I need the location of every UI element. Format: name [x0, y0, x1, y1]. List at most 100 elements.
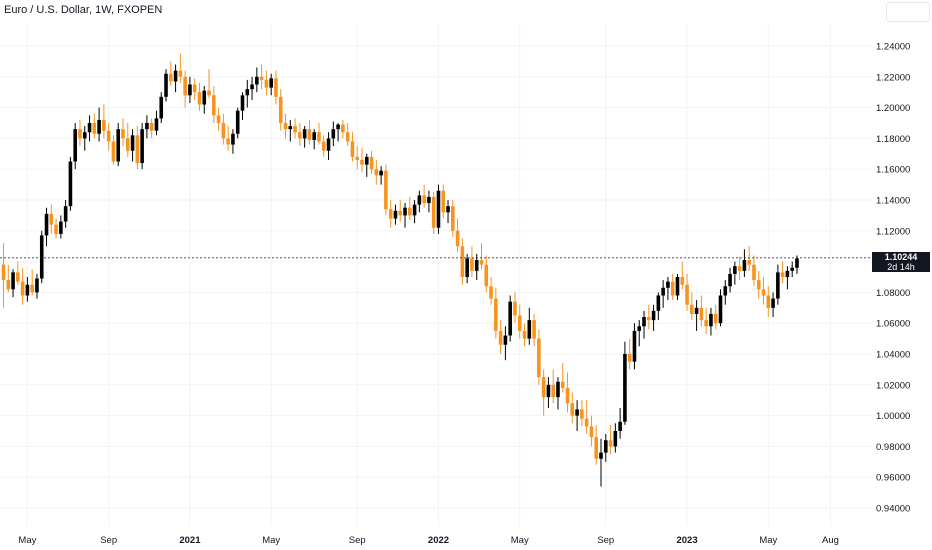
- candle-body: [336, 124, 340, 130]
- candle-body: [278, 96, 283, 123]
- candle-body: [102, 119, 106, 131]
- y-axis-labels: 1.24000 1.22000 1.20000 1.18000 1.16000 1.140…: [876, 42, 910, 515]
- x-tick-label: 2022: [428, 535, 449, 546]
- candle-body: [255, 76, 259, 85]
- candle-body: [670, 281, 675, 296]
- candle-body: [451, 206, 455, 231]
- candle-body: [733, 266, 737, 274]
- candle-body: [116, 129, 121, 162]
- candle-body: [259, 76, 264, 80]
- candle-body: [326, 138, 331, 151]
- last-price-value: 1.10244: [884, 252, 918, 262]
- candle-body: [240, 95, 245, 111]
- x-tick-label: May: [759, 535, 777, 546]
- candle-body: [78, 129, 82, 139]
- candle-body: [288, 126, 293, 130]
- candle-body: [384, 170, 388, 210]
- candle-body: [642, 317, 646, 327]
- candle-body: [202, 90, 207, 105]
- candle-body: [565, 387, 570, 404]
- candle-body: [556, 381, 560, 398]
- candle-body: [776, 272, 780, 299]
- x-tick-label: May: [262, 535, 280, 546]
- candle-body: [580, 409, 584, 419]
- grid-lines: [0, 24, 872, 526]
- y-tick-label: 1.00000: [876, 411, 910, 422]
- candle-body: [135, 135, 140, 164]
- candle-body: [589, 426, 594, 438]
- candle-body: [121, 129, 125, 139]
- candle-body: [293, 126, 297, 133]
- candle-body: [709, 313, 713, 327]
- candle-body: [704, 320, 708, 327]
- candle-body: [341, 124, 345, 133]
- candle-body: [82, 132, 87, 139]
- candle-body: [498, 330, 503, 345]
- candle-body: [661, 287, 665, 296]
- candle-body: [575, 409, 579, 416]
- candle-body: [431, 196, 436, 228]
- candle-body: [728, 273, 732, 287]
- candle-body: [321, 141, 326, 151]
- candle-body: [169, 73, 173, 82]
- candle-body: [474, 260, 479, 271]
- candle-body: [647, 317, 651, 321]
- toolbar-box[interactable]: [886, 2, 930, 22]
- candle-body: [594, 437, 599, 459]
- candle-body: [723, 286, 728, 296]
- candle-body: [785, 270, 790, 277]
- candle-body: [307, 129, 312, 140]
- candle-body: [790, 267, 794, 271]
- candle-body: [651, 310, 656, 321]
- candle-body: [379, 170, 383, 176]
- candle-body: [537, 338, 541, 378]
- x-tick-label: 2023: [676, 535, 697, 546]
- candle-body: [345, 132, 350, 142]
- candle-body: [173, 70, 178, 82]
- candle-body: [106, 130, 111, 142]
- x-axis-labels: May Sep 2021 May Sep 2022 May Sep 2023 May Aug: [18, 535, 838, 546]
- y-tick-label: 1.04000: [876, 350, 910, 361]
- chart-title: Euro / U.S. Dollar, 1W, FXOPEN: [4, 4, 163, 16]
- candle-body: [87, 123, 92, 133]
- candle-body: [1, 264, 6, 281]
- candle-body: [302, 129, 307, 139]
- y-tick-label: 0.94000: [876, 504, 910, 515]
- candle-body: [250, 84, 254, 90]
- x-tick-label: May: [18, 535, 36, 546]
- candle-body: [231, 133, 235, 145]
- candle-body: [111, 141, 116, 162]
- candle-body: [393, 210, 398, 219]
- candle-body: [455, 230, 460, 247]
- candle-body: [517, 315, 522, 331]
- candle-body: [522, 330, 527, 339]
- candle-body: [97, 119, 101, 134]
- candle-body: [656, 295, 661, 311]
- candle-body: [164, 73, 168, 97]
- candle-body: [747, 260, 751, 265]
- candle-body: [417, 195, 422, 205]
- candle-body: [690, 304, 694, 314]
- candle-body: [364, 156, 369, 165]
- candle-body: [546, 384, 551, 398]
- candle-body: [221, 123, 226, 139]
- candle-body: [685, 284, 689, 305]
- candle-body: [446, 206, 450, 213]
- x-tick-label: Sep: [597, 535, 614, 546]
- candle-body: [298, 132, 302, 139]
- candle-body: [494, 298, 498, 331]
- candle-body: [584, 418, 589, 427]
- candle-body: [197, 92, 202, 105]
- candle-body: [192, 84, 197, 93]
- candle-body: [479, 260, 484, 265]
- candle-body: [675, 277, 680, 296]
- candle-body: [680, 277, 685, 285]
- y-tick-label: 1.16000: [876, 165, 910, 176]
- candle-body: [25, 284, 30, 296]
- y-tick-label: 1.02000: [876, 380, 910, 391]
- candle-body: [92, 123, 97, 134]
- candle-body: [508, 301, 512, 336]
- candle-body: [360, 159, 364, 165]
- candle-body: [374, 169, 379, 176]
